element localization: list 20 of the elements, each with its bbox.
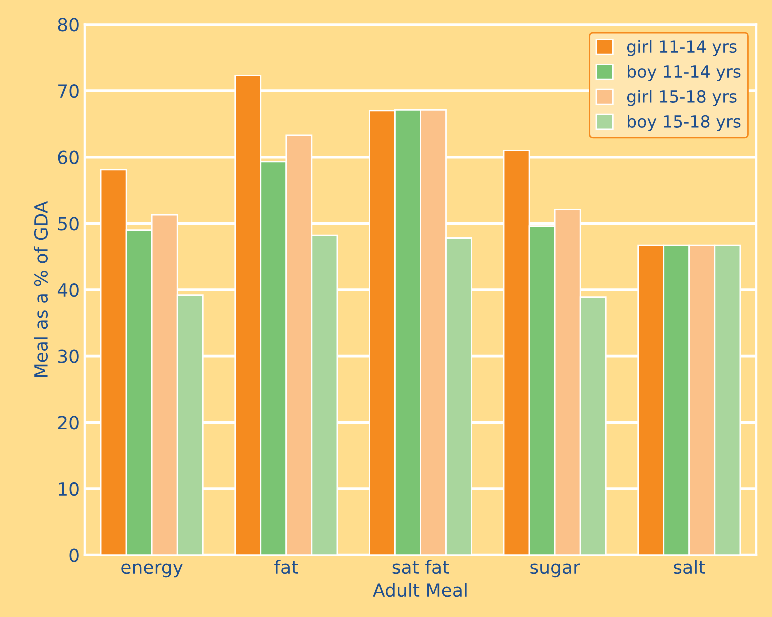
legend-label: boy 11-14 yrs bbox=[628, 65, 741, 82]
x-tick-label: sat fat bbox=[392, 560, 450, 574]
y-tick-label: 0 bbox=[70, 548, 79, 562]
x-tick-label: energy bbox=[122, 564, 183, 578]
x-tick-label: salt bbox=[674, 560, 706, 574]
y-axis-title: Meal as a % of GDA bbox=[34, 201, 48, 377]
y-tick-label: 60 bbox=[58, 150, 79, 164]
legend-label: girl 15-18 yrs bbox=[627, 90, 737, 106]
legend-label: girl 11-14 yrs bbox=[627, 40, 737, 56]
y-tick-label: 70 bbox=[58, 84, 79, 98]
y-tick-label: 10 bbox=[59, 482, 79, 496]
y-tick-label: 30 bbox=[58, 350, 79, 364]
x-tick-label: fat bbox=[274, 560, 298, 574]
legend-label: boy 15-18 yrs bbox=[628, 115, 741, 132]
y-tick-label: 50 bbox=[58, 217, 79, 231]
y-tick-label: 80 bbox=[58, 18, 79, 32]
y-tick-label: 40 bbox=[58, 283, 79, 298]
x-axis-title: Adult Meal bbox=[373, 583, 467, 598]
x-tick-label: sugar bbox=[530, 564, 580, 578]
y-tick-label: 20 bbox=[58, 416, 79, 430]
